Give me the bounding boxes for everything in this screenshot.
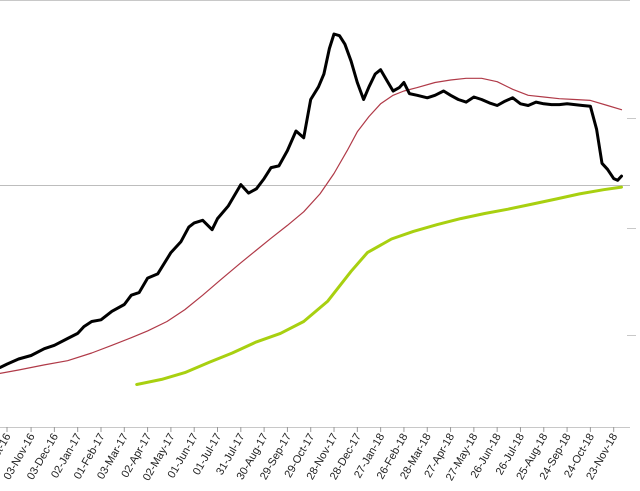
series-line-3: [135, 185, 623, 386]
grid: [0, 0, 636, 428]
series-line-2: [0, 77, 623, 374]
series-line-1: [0, 32, 623, 369]
series-layer: [0, 32, 623, 386]
x-axis: 03-Oct-1603-Nov-1603-Dec-1602-Jan-1701-F…: [0, 427, 620, 483]
